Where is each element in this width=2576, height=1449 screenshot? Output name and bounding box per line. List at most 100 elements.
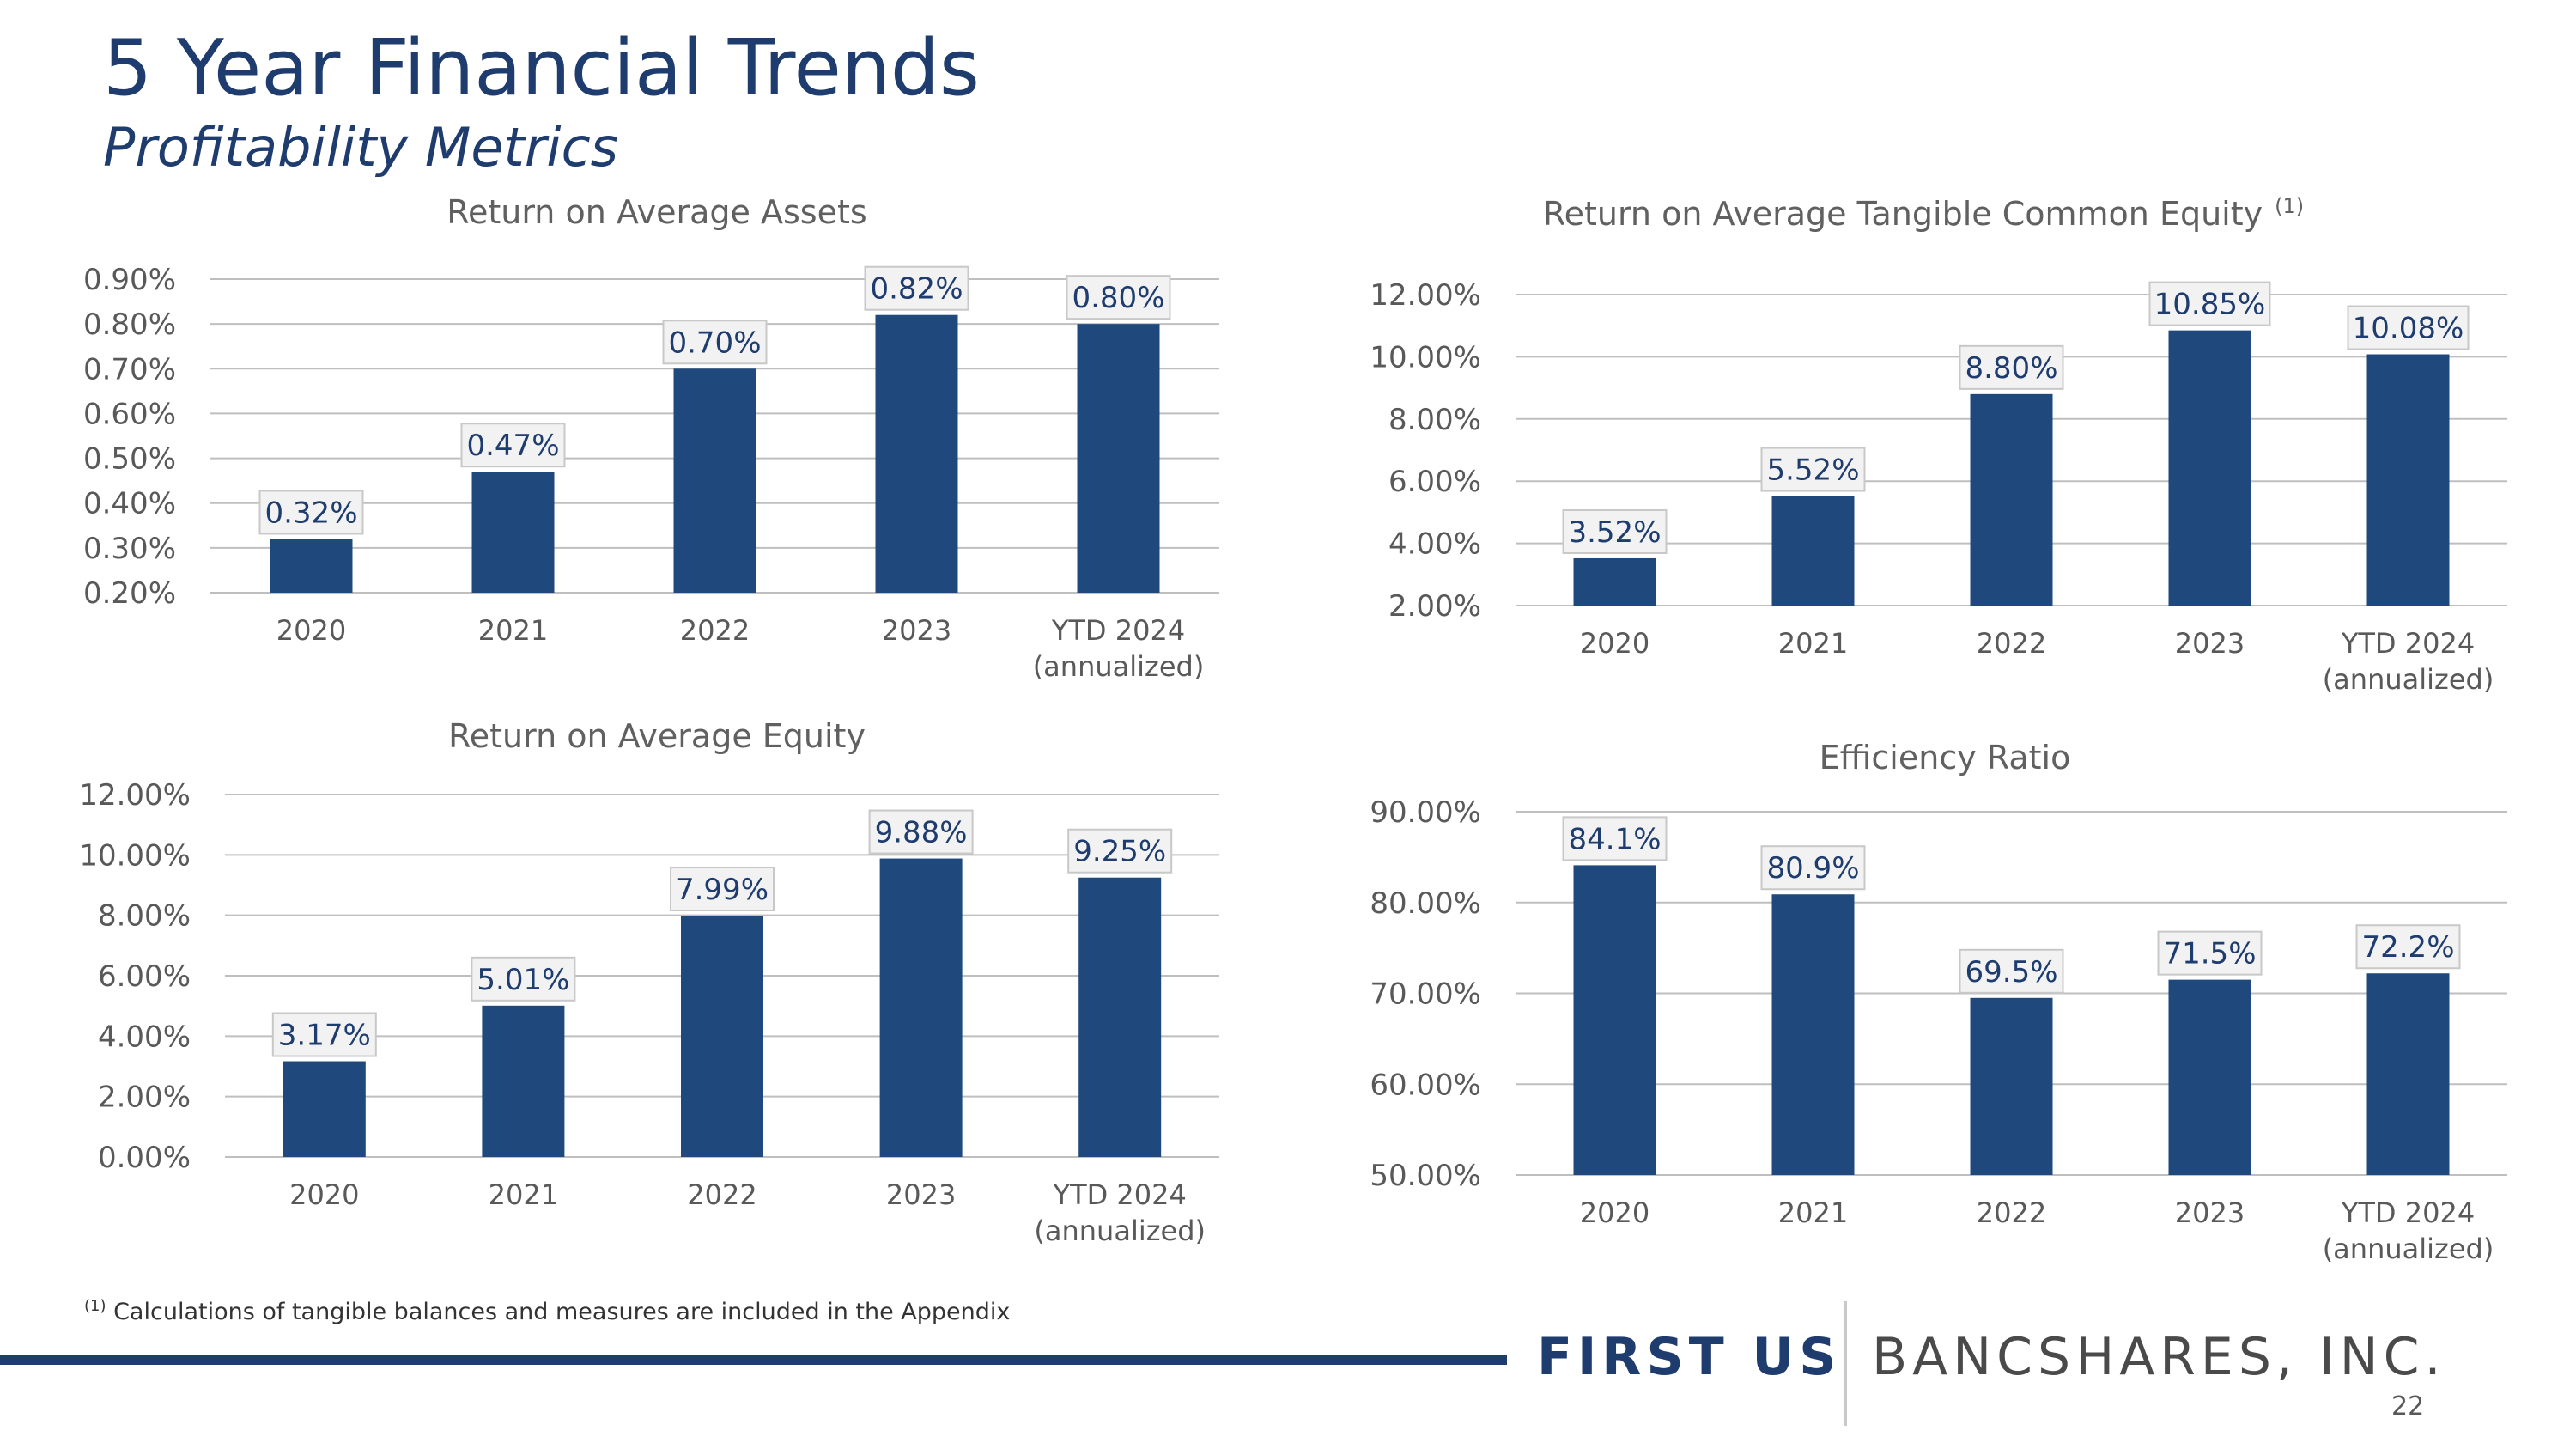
logo-bancshares: BANCSHARES, INC. [1872,1327,2446,1387]
x-tick-label: 2021 [478,614,548,647]
footnote-text: Calculations of tangible balances and me… [106,1299,1011,1325]
bar [1078,877,1162,1157]
y-tick-label: 90.00% [1370,795,1481,830]
data-label: 0.70% [668,326,761,360]
data-label: 9.88% [875,816,968,850]
data-label-box [1959,344,2064,390]
data-label-box [662,320,768,365]
y-tick-label: 10.00% [79,838,191,873]
data-label: 3.17% [278,1019,371,1053]
bar [471,472,555,593]
chart-title: Efficiency Ratio [1820,739,2071,776]
x-tick-label: 2023 [882,614,951,647]
data-label-box [1562,816,1668,861]
y-tick-label: 10.00% [1370,340,1481,374]
x-tick-label: (annualized) [2323,1233,2494,1265]
x-tick-label: 2020 [276,614,346,647]
data-label: 5.52% [1766,454,1859,488]
bar [1573,557,1656,606]
roaa-chart: Return on Average Assets 0.20% 0.30% 0.40% 0… [83,193,1219,683]
y-tick-label: 8.00% [1388,403,1481,437]
y-tick-label: 0.20% [83,576,176,611]
data-label-box [1066,275,1171,320]
data-label: 0.80% [1072,281,1164,315]
x-tick-label: 2023 [2175,1196,2245,1229]
x-tick-label: (annualized) [1033,650,1205,683]
bar [879,858,963,1157]
bar [875,314,958,593]
page-number: 22 [2391,1391,2425,1422]
y-tick-label: 4.00% [1388,527,1481,562]
y-tick-label: 6.00% [1388,465,1481,499]
bar [1771,496,1855,606]
y-tick-label: 2.00% [98,1081,191,1115]
data-label: 80.9% [1766,851,1859,886]
y-tick-label: 80.00% [1370,886,1481,921]
bar [283,1061,366,1157]
data-label: 0.47% [466,429,559,463]
data-label: 5.01% [477,963,569,997]
bar [270,539,353,593]
y-tick-label: 0.80% [83,307,176,342]
bar [2366,973,2450,1175]
data-label: 10.08% [2353,312,2464,346]
data-label-box [2355,924,2461,970]
x-tick-label: 2023 [2175,627,2245,660]
x-tick-label: 2020 [1580,627,1649,660]
data-label: 9.25% [1073,835,1166,869]
y-tick-label: 70.00% [1370,977,1481,1012]
y-tick-label: 4.00% [98,1020,191,1054]
chart-title: Return on Average Assets [447,193,866,231]
roae-chart: Return on Average Equity 0.00% 2.00% 4.00% 6… [79,717,1219,1247]
data-label-box [1562,508,1668,554]
footnote: (1) Calculations of tangible balances an… [84,1297,1010,1325]
x-tick-label: (annualized) [2323,663,2494,696]
footnote-marker: (1) [84,1297,106,1315]
chart-title: Return on Average Equity [448,717,866,755]
y-tick-label: 12.00% [79,778,191,813]
bar [2168,979,2251,1175]
data-label-box [460,423,566,468]
x-tick-label: 2021 [1778,627,1848,660]
bar [1970,393,2053,606]
data-label-box [1959,948,2064,994]
data-label: 3.52% [1568,515,1661,550]
y-tick-label: 6.00% [98,959,191,994]
data-label-box [670,867,775,912]
data-label: 8.80% [1965,351,2057,386]
y-tick-label: 0.00% [98,1141,191,1175]
x-tick-label: YTD 2024 [1051,614,1185,647]
data-label: 84.1% [1568,822,1661,856]
logo-first-us: FIRST US [1537,1327,1842,1387]
y-tick-label: 0.90% [83,263,176,297]
bar [1970,997,2053,1175]
data-label-box [2148,281,2271,326]
bar [482,1005,565,1157]
data-label-box [2347,305,2470,350]
data-label-box [1760,845,1866,891]
data-label-box [864,265,969,311]
data-label-box [2157,930,2263,976]
chart-title-footnote-marker: (1) [2275,194,2304,218]
data-label-box [471,956,576,1002]
data-label-box [258,490,364,535]
bar [1077,324,1160,593]
data-label: 0.82% [870,272,963,307]
y-tick-label: 8.00% [98,899,191,934]
data-label-box [271,1012,377,1057]
x-tick-label: 2021 [1778,1196,1848,1229]
y-tick-label: 60.00% [1370,1068,1481,1102]
y-tick-label: 0.40% [83,487,176,521]
x-tick-label: 2022 [680,614,750,647]
x-tick-label: YTD 2024 [1053,1178,1187,1211]
x-tick-label: YTD 2024 [2341,627,2475,660]
data-label-box [868,809,974,855]
data-label: 10.85% [2154,288,2266,322]
footer-rule [0,1355,1507,1365]
data-label: 72.2% [2361,930,2454,965]
y-tick-label: 2.00% [1388,589,1481,624]
x-tick-label: 2021 [489,1178,558,1211]
page-title: 5 Year Financial Trends [103,23,980,113]
data-label: 7.99% [676,873,769,907]
x-tick-label: 2022 [1977,627,2046,660]
